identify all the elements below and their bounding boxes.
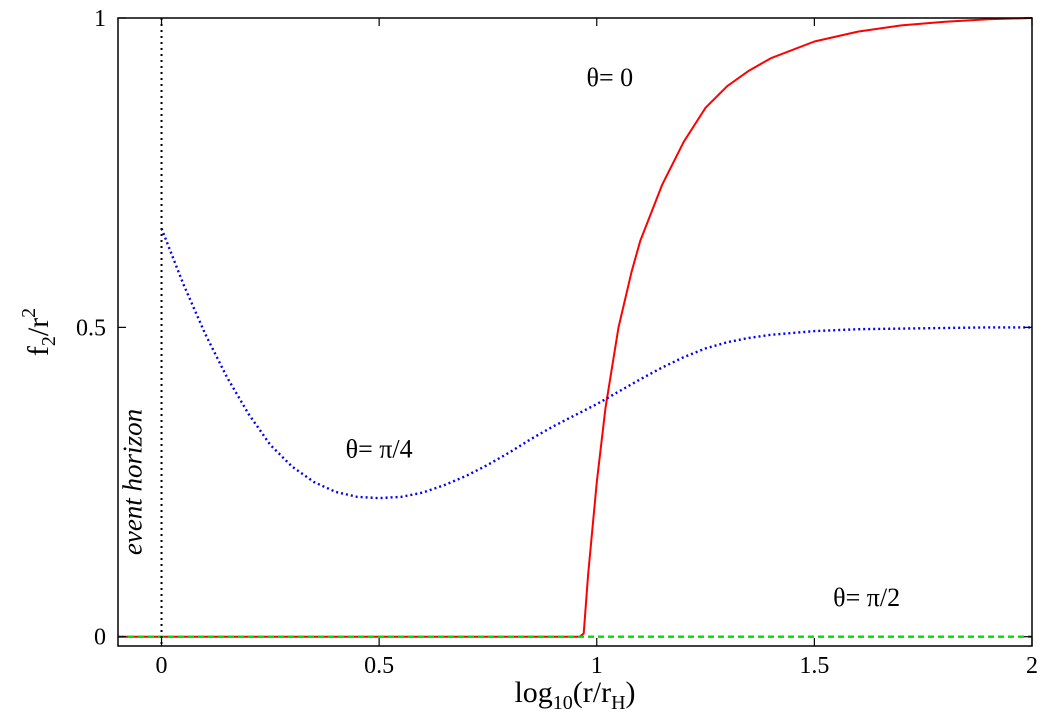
x-axis-label-sub10: 10 <box>553 692 573 714</box>
y-axis-label-f: f <box>22 346 55 356</box>
x-tick-label-1: 0.5 <box>364 653 394 679</box>
plot-frame <box>117 17 1033 647</box>
y-tick-label-1: 0.5 <box>76 315 106 341</box>
x-axis-label: log10(r/rH) <box>514 676 635 714</box>
y-axis-label: f2/r2 <box>18 308 60 356</box>
x-tick-label-3: 1.5 <box>799 653 829 679</box>
label-event-horizon: event horizon <box>118 409 148 555</box>
label-theta-pi-4: θ= π/4 <box>346 434 413 463</box>
y-axis-label-sub2: 2 <box>38 336 60 346</box>
ticks-layer: 0 0.5 1 1.5 2 0 0.5 1 <box>76 6 1038 679</box>
series-theta-0-line <box>118 17 1033 638</box>
x-axis-label-main: log <box>514 676 552 709</box>
x-axis-label-end: ) <box>626 676 636 709</box>
x-tick-label-4: 2 <box>1026 653 1038 679</box>
label-theta-pi-2: θ= π/2 <box>833 583 900 612</box>
y-axis-label-r: /r <box>22 318 55 336</box>
y-tick-label-0: 0 <box>94 625 106 651</box>
label-theta-0: θ= 0 <box>587 63 634 92</box>
x-axis-label-subH: H <box>611 692 625 714</box>
x-tick-label-2: 1 <box>591 653 603 679</box>
y-tick-label-2: 1 <box>94 6 106 32</box>
x-tick-label-0: 0 <box>156 653 168 679</box>
annotation-layer: θ= 0 θ= π/4 θ= π/2 event horizon <box>118 63 901 612</box>
y-axis-label-sup2: 2 <box>18 308 40 318</box>
series-theta-pi-4-line <box>160 227 1032 500</box>
x-axis-label-mid: (r/r <box>573 676 611 709</box>
series-layer <box>118 17 1033 638</box>
